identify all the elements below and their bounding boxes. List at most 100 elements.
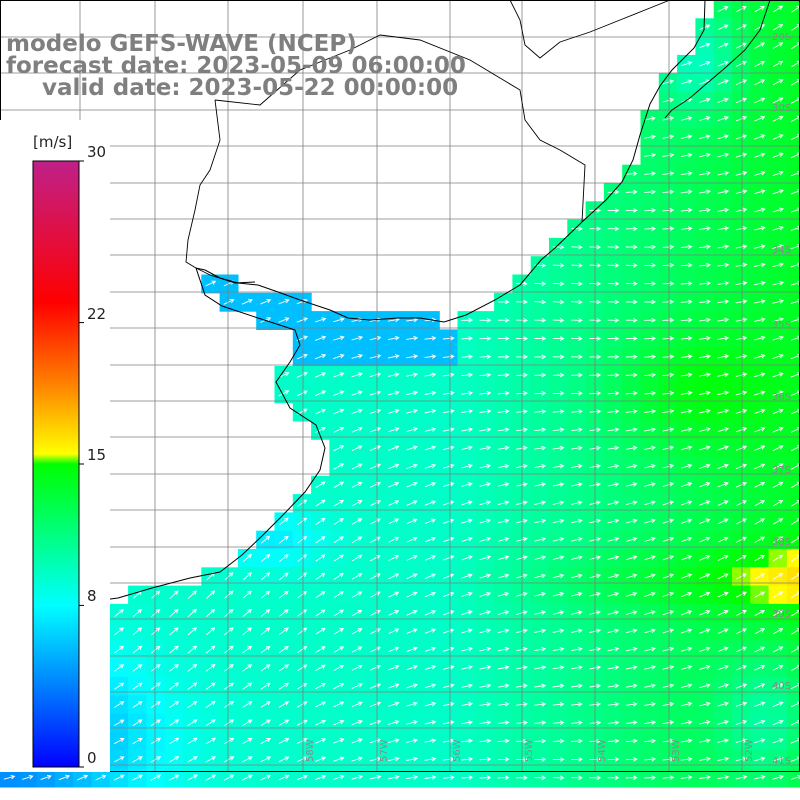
colorbar-tick-label: 15 xyxy=(87,446,107,464)
wind-arrow xyxy=(607,372,620,378)
wind-arrow xyxy=(534,518,547,524)
wind-arrow xyxy=(607,208,620,213)
wind-arrow xyxy=(717,775,730,780)
wind-arrow xyxy=(680,720,693,725)
wind-arrow xyxy=(662,372,675,378)
wind-arrow xyxy=(680,226,693,231)
wind-arrow xyxy=(680,336,693,341)
wind-arrow xyxy=(241,298,253,305)
wind-speed-cell xyxy=(786,183,800,202)
wind-arrow xyxy=(242,553,252,563)
wind-arrow xyxy=(680,482,693,488)
wind-arrow xyxy=(461,390,474,396)
wind-arrow xyxy=(754,628,766,635)
wind-arrow xyxy=(297,646,308,654)
wind-arrow xyxy=(461,482,473,487)
wind-arrow xyxy=(534,299,547,305)
wind-arrow xyxy=(680,171,693,176)
wind-arrow xyxy=(461,628,473,634)
wind-arrow xyxy=(607,537,620,542)
wind-arrow xyxy=(772,225,784,231)
wind-arrow xyxy=(644,610,656,616)
wind-arrow xyxy=(662,354,675,359)
wind-arrow xyxy=(534,555,547,560)
wind-speed-cell xyxy=(786,420,800,440)
wind-arrow xyxy=(424,518,437,525)
wind-arrow xyxy=(772,518,784,525)
wind-arrow xyxy=(278,756,290,763)
wind-arrow xyxy=(260,535,271,544)
wind-arrow xyxy=(607,738,620,744)
wind-arrow xyxy=(168,737,180,745)
wind-arrow xyxy=(772,536,784,544)
wind-arrow xyxy=(644,591,656,597)
wind-arrow xyxy=(735,171,748,176)
wind-arrow xyxy=(369,372,382,378)
wind-arrow xyxy=(461,536,473,543)
wind-arrow xyxy=(187,737,198,745)
wind-arrow xyxy=(369,664,382,671)
latitude-label: 34S xyxy=(772,245,792,256)
wind-arrow xyxy=(754,134,766,140)
wind-arrow xyxy=(607,628,620,634)
wind-arrow xyxy=(552,555,565,560)
wind-arrow xyxy=(607,500,620,506)
wind-arrow xyxy=(369,335,382,341)
wind-arrow xyxy=(351,756,363,762)
wind-arrow xyxy=(369,756,382,762)
wind-arrow xyxy=(278,664,289,672)
wind-arrow xyxy=(644,263,657,268)
wind-arrow xyxy=(680,701,693,707)
wind-arrow xyxy=(187,682,198,690)
wind-arrow xyxy=(552,427,565,433)
wind-arrow xyxy=(717,171,730,176)
wind-arrow xyxy=(736,6,747,13)
latitude-label: 36S xyxy=(772,392,792,403)
longitude-label: 56W xyxy=(452,739,463,762)
wind-arrow xyxy=(461,317,474,323)
wind-arrow xyxy=(516,757,528,762)
wind-arrow xyxy=(497,610,510,615)
wind-speed-cell xyxy=(786,347,800,367)
wind-arrow xyxy=(333,427,345,433)
wind-arrow xyxy=(662,79,675,85)
wind-arrow xyxy=(187,645,198,654)
wind-arrow xyxy=(242,572,252,581)
wind-arrow xyxy=(736,536,747,543)
wind-arrow xyxy=(296,683,308,690)
wind-arrow xyxy=(607,482,620,487)
wind-arrow xyxy=(772,646,784,653)
wind-arrow xyxy=(717,610,729,616)
wind-arrow xyxy=(736,61,747,67)
wind-arrow xyxy=(424,372,437,378)
wind-arrow xyxy=(278,627,289,635)
wind-speed-cell xyxy=(786,603,800,623)
wind-arrow xyxy=(625,555,638,561)
wind-speed-cell xyxy=(786,512,800,532)
wind-arrow xyxy=(351,427,363,433)
wind-arrow xyxy=(516,701,528,707)
wind-arrow xyxy=(424,408,437,414)
wind-arrow xyxy=(534,701,547,707)
wind-arrow xyxy=(534,500,547,506)
wind-arrow xyxy=(699,335,711,341)
wind-arrow xyxy=(516,720,528,725)
wind-arrow xyxy=(260,774,272,781)
wind-arrow xyxy=(205,737,217,745)
wind-arrow xyxy=(735,134,748,140)
wind-arrow xyxy=(662,628,675,634)
colorbar-tick-label: 8 xyxy=(87,587,97,606)
wind-arrow xyxy=(278,682,290,690)
wind-arrow xyxy=(753,207,766,213)
wind-arrow xyxy=(680,409,693,414)
wind-arrow xyxy=(461,738,474,744)
wind-arrow xyxy=(151,590,161,599)
wind-arrow xyxy=(351,500,363,507)
wind-arrow xyxy=(552,244,565,250)
latitude-label: 35S xyxy=(772,320,792,331)
wind-speed-cell xyxy=(786,18,800,38)
wind-arrow xyxy=(406,701,418,707)
wind-arrow xyxy=(296,353,308,360)
wind-arrow xyxy=(699,701,711,707)
latitude-label: 38S xyxy=(772,537,792,548)
